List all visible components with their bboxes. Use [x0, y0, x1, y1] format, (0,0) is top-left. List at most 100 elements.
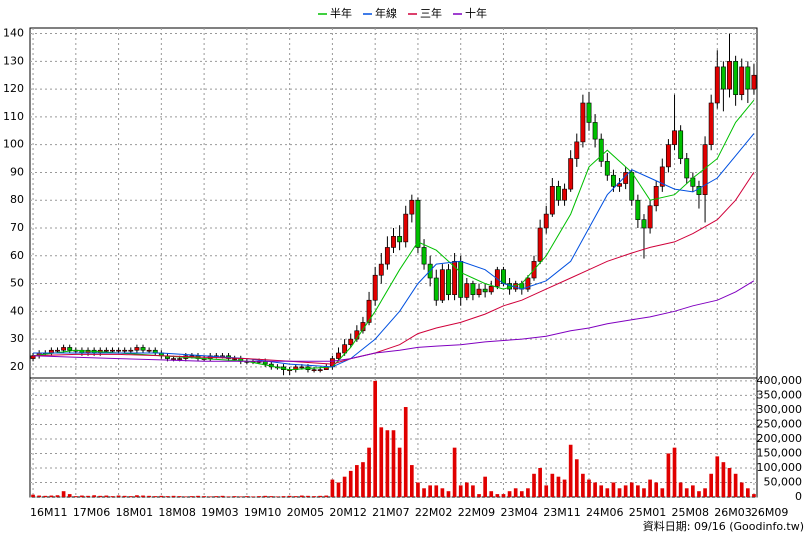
y2-tick-label: 100,000	[757, 461, 803, 474]
y-tick-label: 140	[3, 27, 24, 40]
candle-body	[739, 66, 745, 95]
x-tick-label: 21M07	[372, 506, 410, 519]
volume-bar	[599, 485, 604, 497]
candle-body	[488, 286, 494, 293]
volume-bar	[452, 447, 457, 497]
candle-body	[103, 349, 109, 352]
volume-bar	[532, 473, 536, 497]
candle-body	[397, 236, 403, 243]
candle-body	[116, 349, 122, 352]
candle-body	[580, 102, 586, 143]
volume-bar	[593, 482, 597, 497]
volume-bar	[49, 495, 54, 497]
volume-bar	[672, 447, 677, 497]
candle-body	[128, 349, 134, 352]
volume-bar	[128, 496, 133, 497]
ma-line	[33, 172, 755, 365]
volume-bar	[37, 495, 41, 497]
candle-body	[684, 158, 690, 179]
volume-bar	[141, 495, 145, 497]
candle-body	[562, 188, 567, 201]
candle-body	[342, 344, 348, 354]
volume-bar	[391, 430, 396, 497]
candle-body	[641, 219, 647, 229]
ma-line	[33, 280, 755, 362]
y-tick-label: 40	[10, 304, 24, 317]
volume-bar	[428, 485, 432, 497]
y2-tick-label: 250,000	[757, 417, 803, 430]
candle-body	[415, 199, 421, 248]
y-tick-label: 100	[3, 138, 24, 151]
volume-bar	[416, 482, 420, 497]
volume-bar	[104, 495, 109, 497]
volume-bar	[513, 488, 518, 497]
volume-bar	[629, 482, 634, 497]
volume-bar	[642, 488, 646, 497]
volume-bar	[153, 496, 158, 497]
candle-body	[171, 358, 177, 360]
candle-body	[727, 61, 732, 90]
volume-bar	[245, 496, 249, 497]
y2-tick-label: 150,000	[757, 446, 803, 459]
candle-body	[525, 277, 531, 290]
y-tick-label: 30	[10, 332, 24, 345]
volume-bar	[739, 482, 744, 497]
candle-body	[446, 269, 451, 295]
volume-bar	[67, 494, 72, 497]
volume-bar	[587, 479, 591, 497]
candle-body	[476, 288, 482, 295]
volume-bar	[550, 473, 555, 497]
volume-bar	[574, 459, 579, 497]
volume-bar	[648, 479, 652, 497]
candle-body	[733, 61, 739, 95]
candle-body	[647, 205, 653, 229]
y-tick-label: 60	[10, 249, 24, 262]
volume-bar	[446, 491, 451, 497]
x-tick-label: 16M11	[30, 506, 68, 519]
volume-bar	[147, 495, 151, 497]
volume-bar	[257, 496, 261, 497]
volume-bar	[471, 485, 475, 497]
volume-bar	[373, 380, 378, 497]
volume-bar	[80, 495, 84, 497]
volume-bar	[220, 495, 225, 497]
volume-bar	[183, 496, 188, 497]
volume-bar	[568, 444, 573, 497]
volume-bar	[458, 485, 463, 497]
volume-bar	[409, 465, 414, 497]
candle-body	[336, 352, 341, 359]
volume-bar	[324, 495, 329, 497]
y2-tick-label: 350,000	[757, 388, 803, 401]
volume-bar	[196, 495, 200, 497]
volume-bar	[122, 495, 127, 497]
volume-bar	[92, 495, 96, 497]
candle-body	[482, 288, 488, 293]
volume-bar	[538, 467, 542, 497]
x-tick-label: 26M09	[751, 506, 789, 519]
volume-bar	[190, 496, 194, 497]
candle-body	[439, 269, 445, 301]
legend: 半年 年線 三年 十年	[318, 6, 487, 20]
volume-bar	[660, 488, 665, 497]
candle-body	[55, 349, 60, 352]
volume-bar	[746, 488, 750, 497]
volume-bar	[397, 447, 402, 497]
candle-body	[140, 347, 146, 351]
candle-body	[348, 338, 354, 345]
volume-bar	[98, 495, 103, 497]
volume-bar	[330, 479, 335, 497]
candle-body	[403, 213, 409, 243]
legend-label: 年線	[375, 6, 397, 20]
volume-bar	[483, 476, 487, 497]
candle-body	[586, 102, 592, 123]
candle-body	[67, 347, 73, 351]
volume-bar	[287, 495, 292, 497]
candle-body	[122, 349, 128, 352]
volume-bar	[727, 467, 732, 497]
y-tick-label: 130	[3, 54, 24, 67]
x-tick-label: 19M03	[201, 506, 239, 519]
source-note: 資料日期: 09/16 (Goodinfo.tw)	[643, 519, 804, 533]
plot-frame	[29, 27, 758, 498]
candle-body	[494, 269, 500, 287]
y-tick-label: 20	[10, 360, 24, 373]
